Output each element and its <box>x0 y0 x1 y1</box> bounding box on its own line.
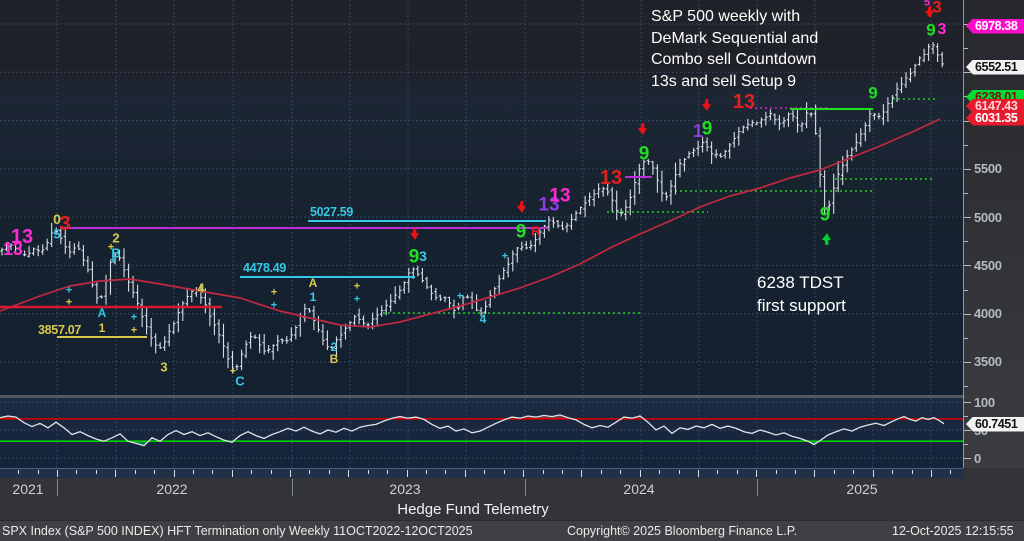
demark-mark-5: 5 <box>923 0 931 9</box>
year-label-2022: 2022 <box>156 481 188 497</box>
demark-mark-13: 13 <box>549 185 571 207</box>
demark-mark-B: B <box>329 352 339 366</box>
year-divider <box>292 479 293 496</box>
year-label-2025: 2025 <box>846 481 878 497</box>
demark-mark-4: 4 <box>479 312 487 326</box>
demark-mark-9: 9 <box>408 246 420 268</box>
demark-mark-1: 1 <box>98 321 106 335</box>
watermark-band: Hedge Fund Telemetry <box>0 500 1024 520</box>
demark-mark-+: + <box>107 241 115 254</box>
demark-mark-3: 3 <box>59 213 71 235</box>
main-price-chart[interactable]: 5027.59 4478.49 3857.07 13 13 0 3 5 2 + B + + + A 1 + +3… <box>0 0 963 396</box>
status-bar: SPX Index (S&P 500 INDEX) HFT Terminatio… <box>0 520 1024 541</box>
demark-mark-0: 0 <box>53 211 61 227</box>
price-tick-label: 4000 <box>974 306 1002 321</box>
demark-mark-+: + <box>270 286 278 299</box>
demark-mark-13: 13 <box>538 194 560 216</box>
demark-mark-A: A <box>308 276 318 290</box>
demark-mark-9: 9 <box>515 221 527 243</box>
year-label-2023: 2023 <box>389 481 421 497</box>
price-tick-label: 3500 <box>974 354 1002 369</box>
demark-mark-1: 1 <box>692 121 704 141</box>
demark-mark-13: 13 <box>2 239 24 259</box>
demark-mark-13: 13 <box>732 91 756 113</box>
demark-mark-B: B <box>111 245 121 261</box>
demark-mark-2: 2 <box>330 340 338 354</box>
oscillator-value-chip: 60.7451 <box>966 416 1024 432</box>
demark-mark-+: + <box>229 365 237 378</box>
demark-mark-13: 13 <box>599 167 623 189</box>
panel-divider[interactable] <box>0 395 963 398</box>
oscillator-canvas <box>0 398 963 468</box>
demark-mark-3: 3 <box>937 21 947 38</box>
watermark-text: Hedge Fund Telemetry <box>397 501 549 518</box>
demark-mark-A: A <box>97 306 107 320</box>
demark-mark-9: 9 <box>638 143 650 165</box>
price-tick-label: 5000 <box>974 210 1002 225</box>
tdst-support-annotation: 6238 TDST first support <box>757 273 846 315</box>
demark-mark-5: 5 <box>53 226 61 242</box>
year-divider <box>525 479 526 496</box>
status-copyright: Copyright© 2025 Bloomberg Finance L.P. <box>567 524 797 538</box>
year-label-2024: 2024 <box>623 481 655 497</box>
demark-mark-R: R <box>531 223 541 239</box>
price-chip-level2: 6147.43 <box>966 98 1024 114</box>
demark-mark-+: + <box>130 324 138 337</box>
price-chip-last: 6552.51 <box>966 59 1024 75</box>
demark-mark-+: + <box>456 290 464 303</box>
demark-mark-3: 3 <box>419 248 427 264</box>
price-chart-canvas <box>0 0 963 396</box>
year-label-2021: 2021 <box>12 481 44 497</box>
price-tick-label: 5500 <box>974 161 1002 176</box>
demark-mark-+: + <box>109 254 117 267</box>
status-timestamp: 12-Oct-2025 12:15:55 <box>892 524 1014 538</box>
price-chip-level3: 6031.35 <box>966 110 1024 126</box>
level-label: 4478.49 <box>243 261 287 275</box>
demark-mark-+: + <box>270 299 278 312</box>
axis-corner <box>963 468 1024 478</box>
osc-tick-label: 100 <box>974 395 995 410</box>
demark-mark-+: + <box>130 311 138 324</box>
demark-mark-2: 2 <box>112 230 120 246</box>
year-divider <box>57 479 58 496</box>
demark-mark-13: 13 <box>10 226 34 248</box>
year-divider <box>757 479 758 496</box>
demark-mark-9: 9 <box>819 204 831 226</box>
demark-mark-+: + <box>501 250 509 263</box>
demark-mark-+: + <box>65 284 73 297</box>
demark-mark-1: 1 <box>309 290 317 304</box>
demark-mark-C: C <box>235 373 245 389</box>
demark-mark-+: + <box>353 293 361 306</box>
time-axis[interactable]: 2021 2022 2023 2024 2025 <box>0 478 1024 500</box>
price-chip-combo-target: 6978.38 <box>966 18 1024 34</box>
demark-mark-9: 9 <box>926 20 936 40</box>
date-tick-band <box>0 468 963 478</box>
demark-mark-3: 3 <box>932 0 942 17</box>
demark-mark-+: + <box>65 296 73 309</box>
demark-mark-9: 9 <box>701 118 713 140</box>
demark-mark-4: 4 <box>197 280 205 296</box>
demark-mark-3: 3 <box>160 359 168 375</box>
demark-mark-+: + <box>353 280 361 293</box>
price-tick-label: 4500 <box>974 258 1002 273</box>
oscillator-panel[interactable] <box>0 398 963 469</box>
chart-title-annotation: S&P 500 weekly with DeMark Sequential an… <box>651 8 819 90</box>
status-security-info: SPX Index (S&P 500 INDEX) HFT Terminatio… <box>2 524 473 538</box>
level-label: 5027.59 <box>310 205 354 219</box>
osc-tick-label: 0 <box>974 451 981 466</box>
demark-mark-9: 9 <box>868 83 878 103</box>
level-label: 3857.07 <box>38 323 82 337</box>
